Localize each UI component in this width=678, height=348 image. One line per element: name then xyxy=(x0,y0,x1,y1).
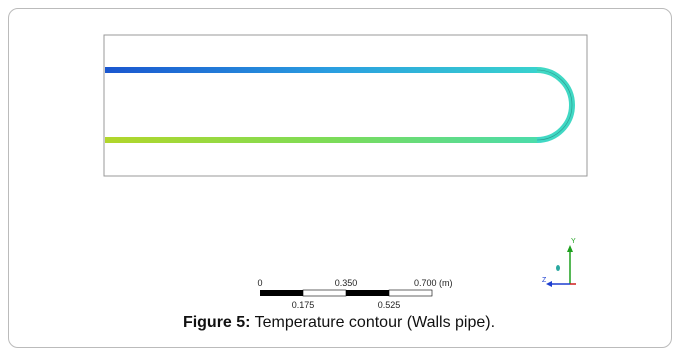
caption: Figure 5: Temperature contour (Walls pip… xyxy=(0,314,678,332)
scale-seg xyxy=(389,290,432,296)
scale-label: 0 xyxy=(257,278,262,288)
scale-label: 0.175 xyxy=(292,300,315,310)
scale-seg xyxy=(346,290,389,296)
contour-box xyxy=(104,35,587,176)
arrow-head xyxy=(546,281,552,287)
scale-label: 0.525 xyxy=(378,300,401,310)
arrow-head xyxy=(567,245,573,252)
axis-label: Z xyxy=(542,277,547,284)
caption-label: Figure 5: xyxy=(183,314,251,331)
scale-label: 0.350 xyxy=(335,278,358,288)
page: {"figure": { "scale_bar": {"top_labels":… xyxy=(0,0,678,344)
scale-bar: 0 0.350 0.700 (m) 0.175 0.525 xyxy=(257,278,452,310)
caption-text: Temperature contour (Walls pipe). xyxy=(255,314,495,331)
scale-label: 0.700 (m) xyxy=(414,278,453,288)
triad-dot xyxy=(556,265,560,271)
axis-label: Y xyxy=(571,238,576,245)
scale-seg xyxy=(303,290,346,296)
scale-seg xyxy=(260,290,303,296)
figure-image: 0 0.350 0.700 (m) 0.175 0.525 Y Z xyxy=(0,0,678,344)
axis-triad: Y Z xyxy=(542,238,576,287)
